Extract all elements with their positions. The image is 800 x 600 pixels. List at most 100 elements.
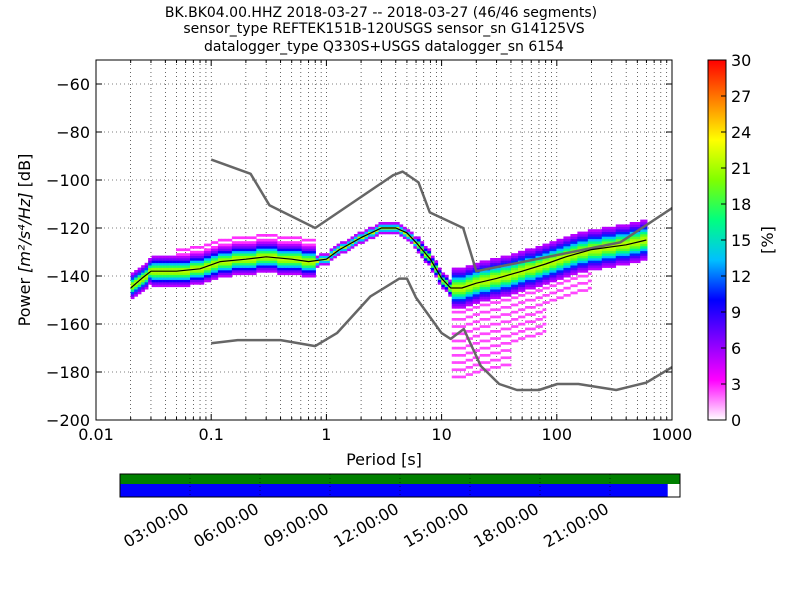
histogram-cell [619, 229, 624, 232]
histogram-cell [521, 337, 526, 340]
histogram-cell [573, 246, 578, 249]
histogram-cell [587, 236, 592, 240]
histogram-cell [207, 250, 212, 254]
histogram-cell [626, 250, 631, 254]
histogram-cell [528, 313, 533, 316]
histogram-cell [514, 253, 519, 256]
histogram-cell [451, 332, 456, 336]
histogram-cell [521, 258, 526, 261]
histogram-cell [612, 231, 617, 235]
histogram-cell [280, 253, 285, 256]
histogram-cell [287, 267, 292, 271]
histogram-cell [598, 265, 603, 268]
histogram-cell [587, 272, 592, 276]
histogram-cell [486, 270, 491, 273]
histogram-cell [277, 262, 282, 266]
histogram-cell [231, 246, 236, 249]
histogram-cell [566, 272, 571, 276]
histogram-cell [469, 296, 473, 300]
histogram-cell [479, 262, 484, 266]
histogram-cell [479, 318, 484, 321]
histogram-cell [242, 253, 247, 256]
histogram-cell [629, 250, 634, 254]
histogram-cell [535, 289, 540, 292]
histogram-cell [532, 250, 536, 254]
histogram-cell [549, 279, 554, 283]
histogram-cell [427, 260, 432, 264]
chart-title: BK.BK04.00.HHZ 2018-03-27 -- 2018-03-27 … [165, 5, 597, 55]
histogram-cell [514, 303, 519, 307]
histogram-cell [538, 262, 543, 266]
histogram-cell [252, 265, 257, 268]
histogram-cell [263, 258, 268, 261]
histogram-cell [217, 272, 222, 276]
histogram-cell [263, 260, 268, 264]
histogram-cell [636, 248, 641, 252]
histogram-cell [242, 272, 247, 276]
histogram-cell [193, 258, 198, 261]
histogram-cell [179, 277, 184, 280]
histogram-cell [130, 286, 135, 290]
histogram-cell [451, 284, 456, 288]
histogram-cell [155, 267, 159, 271]
histogram-cell [455, 368, 460, 372]
histogram-cell [469, 298, 473, 302]
histogram-cell [148, 265, 152, 268]
title-line-2: sensor_type REFTEK151B-120USGS sensor_sn… [183, 21, 584, 37]
histogram-cell [224, 274, 229, 278]
histogram-cell [214, 248, 219, 252]
x-axis-label: Period [s] [346, 450, 422, 469]
histogram-cell [601, 229, 606, 232]
histogram-cell [636, 234, 641, 237]
histogram-cell [291, 262, 296, 266]
histogram-cell [340, 241, 344, 244]
histogram-cell [273, 238, 278, 242]
histogram-cell [483, 318, 487, 321]
histogram-cell [493, 282, 498, 285]
histogram-cell [493, 337, 498, 340]
histogram-cell [615, 255, 620, 259]
histogram-cell [556, 270, 561, 273]
histogram-cell [284, 260, 289, 264]
histogram-cell [252, 260, 257, 264]
histogram-cell [591, 234, 596, 237]
histogram-cell [134, 274, 138, 278]
histogram-cell [333, 255, 337, 259]
histogram-cell [151, 262, 156, 266]
histogram-cell [458, 325, 463, 328]
histogram-cell [305, 270, 309, 273]
histogram-cell [643, 253, 648, 256]
histogram-cell [514, 260, 519, 264]
histogram-cell [298, 270, 302, 273]
histogram-cell [162, 282, 166, 285]
histogram-cell [312, 267, 316, 271]
histogram-cell [203, 270, 208, 273]
histogram-cell [535, 279, 540, 283]
histogram-cell [542, 274, 547, 278]
histogram-cell [504, 298, 508, 302]
histogram-cell [284, 267, 289, 271]
histogram-cell [158, 260, 163, 264]
histogram-cell [545, 248, 550, 252]
histogram-cell [291, 241, 296, 244]
histogram-cell [566, 243, 571, 247]
histogram-cell [636, 258, 641, 261]
histogram-cell [301, 260, 306, 264]
histogram-cell [469, 294, 473, 297]
histogram-cell [162, 274, 166, 278]
histogram-cell [245, 250, 250, 254]
histogram-cell [305, 267, 309, 271]
histogram-cell [165, 274, 170, 278]
histogram-cell [563, 246, 568, 249]
histogram-cell [584, 270, 589, 273]
histogram-cell [584, 246, 589, 249]
histogram-cell [395, 229, 400, 232]
histogram-cell [636, 250, 641, 254]
histogram-cell [626, 238, 631, 242]
histogram-cell [532, 277, 536, 280]
histogram-cell [545, 272, 550, 276]
histogram-cell [514, 332, 519, 336]
histogram-cell [176, 253, 180, 256]
histogram-cell [640, 234, 644, 237]
histogram-cell [504, 277, 508, 280]
